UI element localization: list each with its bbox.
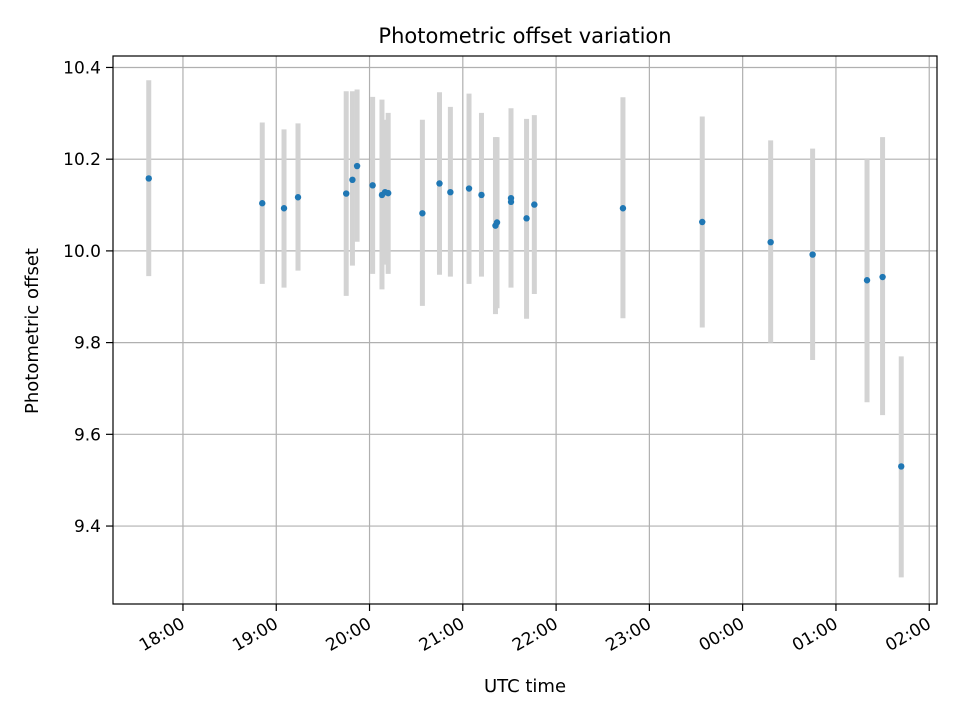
- y-tick-label: 10.2: [63, 150, 101, 170]
- data-point: [436, 180, 443, 187]
- y-tick-label: 10.4: [63, 58, 101, 78]
- x-axis-label: UTC time: [484, 676, 566, 697]
- y-tick-label: 9.4: [74, 517, 101, 537]
- chart-title: Photometric offset variation: [378, 24, 671, 48]
- data-point: [523, 215, 530, 222]
- data-point: [507, 194, 515, 202]
- data-point: [493, 219, 501, 226]
- data-points: [145, 162, 905, 470]
- data-point: [809, 251, 816, 258]
- data-point: [349, 176, 356, 184]
- data-point: [619, 205, 627, 212]
- data-point: [767, 238, 774, 246]
- y-axis-ticks: 9.4 9.6 9.8 10.0 10.2 10.4: [63, 58, 113, 537]
- data-point: [531, 201, 538, 208]
- y-tick-label: 9.8: [74, 334, 101, 354]
- y-axis-label: Photometric offset: [22, 248, 43, 414]
- data-point: [353, 162, 361, 170]
- data-point: [898, 463, 905, 470]
- data-point: [280, 205, 288, 212]
- data-point: [343, 190, 350, 197]
- data-point: [447, 188, 454, 196]
- data-point: [294, 194, 302, 201]
- data-point: [699, 218, 706, 226]
- y-tick-label: 9.6: [74, 425, 101, 445]
- data-point: [369, 182, 376, 189]
- y-tick-label: 10.0: [63, 242, 101, 262]
- data-point: [419, 210, 426, 217]
- data-point: [478, 191, 485, 199]
- plot-frame: [112, 55, 938, 605]
- data-point: [879, 273, 886, 281]
- data-point: [145, 175, 152, 182]
- data-point: [384, 189, 392, 197]
- data-point: [259, 200, 266, 207]
- data-point: [465, 185, 473, 192]
- data-point: [863, 277, 871, 284]
